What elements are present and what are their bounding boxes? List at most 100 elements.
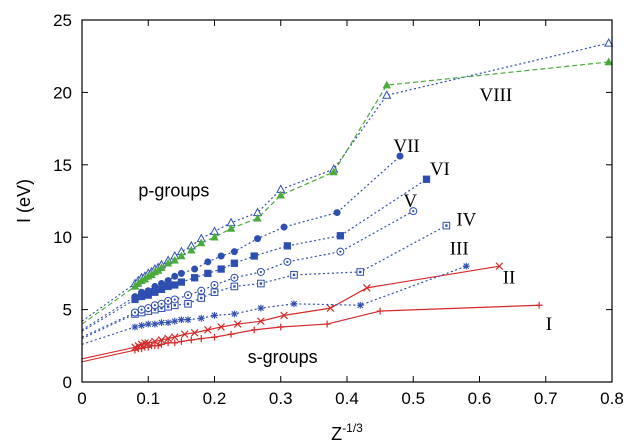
x-axis-title-base: Z	[331, 424, 342, 444]
annotation-label: III	[450, 239, 469, 260]
data-point-center	[153, 304, 156, 307]
data-point	[230, 248, 238, 256]
series-line	[134, 155, 401, 298]
data-point	[177, 316, 185, 324]
data-point	[163, 258, 173, 267]
data-point	[151, 320, 159, 328]
data-point	[171, 317, 179, 325]
data-point	[254, 235, 262, 243]
axes-frame	[81, 19, 613, 383]
data-point	[164, 277, 172, 285]
data-point	[141, 339, 149, 347]
data-point	[382, 80, 391, 89]
data-point-center	[412, 210, 415, 213]
y-axis-title: I (eV)	[14, 179, 34, 223]
series-line	[134, 304, 540, 351]
series-7	[130, 38, 614, 288]
series-layer	[130, 38, 614, 354]
y-tick-label: 10	[53, 228, 72, 247]
y-tick-label: 20	[53, 83, 72, 102]
data-point	[157, 336, 166, 344]
data-point	[177, 278, 186, 286]
data-point	[204, 258, 212, 266]
data-point	[211, 311, 218, 319]
data-point	[363, 284, 371, 292]
extrapolation-line	[81, 349, 136, 363]
data-point	[604, 57, 613, 66]
data-point-center	[160, 306, 163, 310]
data-point-center	[173, 304, 176, 307]
data-point	[257, 317, 265, 326]
data-point	[158, 340, 165, 348]
extrapolation-line	[81, 296, 136, 331]
data-point	[171, 281, 179, 289]
data-point	[204, 326, 212, 334]
data-point	[226, 223, 236, 232]
data-point	[217, 323, 225, 331]
data-point	[422, 175, 431, 183]
data-point	[144, 287, 152, 295]
data-point	[154, 342, 162, 350]
data-point-center	[213, 291, 216, 294]
data-point	[376, 307, 384, 315]
data-point	[230, 310, 238, 318]
y-tick-label: 25	[53, 11, 72, 30]
data-point-center	[160, 302, 163, 305]
data-point-center	[339, 250, 342, 253]
data-point	[382, 90, 392, 99]
data-point	[280, 311, 288, 320]
data-point	[197, 335, 205, 342]
x-axis-title: Z-1/3	[331, 421, 363, 444]
data-point-center	[233, 285, 236, 288]
series-line	[134, 225, 447, 315]
data-point	[144, 343, 152, 351]
data-point	[250, 326, 258, 334]
annotation-label: p-groups	[138, 181, 209, 201]
annotation-label: VI	[430, 159, 450, 180]
data-point	[230, 259, 239, 267]
data-point-center	[286, 260, 289, 263]
data-point	[253, 213, 262, 222]
data-point	[190, 274, 199, 282]
data-point	[180, 330, 189, 339]
annotation-label: s-groups	[248, 347, 318, 367]
extrapolation-line	[81, 326, 136, 345]
data-point	[204, 269, 212, 278]
data-point	[131, 293, 139, 301]
data-point	[131, 323, 139, 331]
data-point	[336, 232, 345, 240]
data-point	[187, 245, 196, 254]
data-point-center	[140, 308, 143, 311]
series-8	[130, 57, 613, 290]
series-line	[134, 42, 609, 284]
data-point	[197, 238, 206, 247]
data-point	[333, 209, 341, 217]
data-point-center	[292, 273, 296, 277]
data-point	[329, 167, 338, 176]
data-point	[158, 319, 165, 327]
series-3	[131, 221, 451, 318]
data-point-center	[213, 283, 216, 287]
data-point-center	[200, 289, 203, 292]
x-tick-label: 0.3	[269, 389, 293, 408]
annotation-label: I	[546, 314, 552, 335]
data-point	[164, 334, 172, 343]
data-point	[151, 337, 159, 346]
extrapolation-line	[81, 283, 136, 322]
data-point-center	[147, 307, 150, 310]
series-4	[131, 207, 418, 317]
data-point	[396, 152, 404, 160]
data-point-center	[259, 270, 262, 274]
data-point-center	[233, 276, 236, 279]
annotation-label: VII	[393, 136, 419, 157]
data-point	[356, 301, 364, 309]
data-point	[283, 242, 292, 250]
data-point	[250, 252, 258, 260]
x-tick-label: 0.6	[468, 389, 492, 408]
x-tick-label: 0.7	[534, 389, 558, 408]
annotation-label: V	[403, 191, 417, 212]
data-point	[187, 336, 195, 344]
annotation-label: IV	[456, 210, 476, 231]
series-line	[134, 178, 427, 301]
series-2	[131, 262, 470, 331]
